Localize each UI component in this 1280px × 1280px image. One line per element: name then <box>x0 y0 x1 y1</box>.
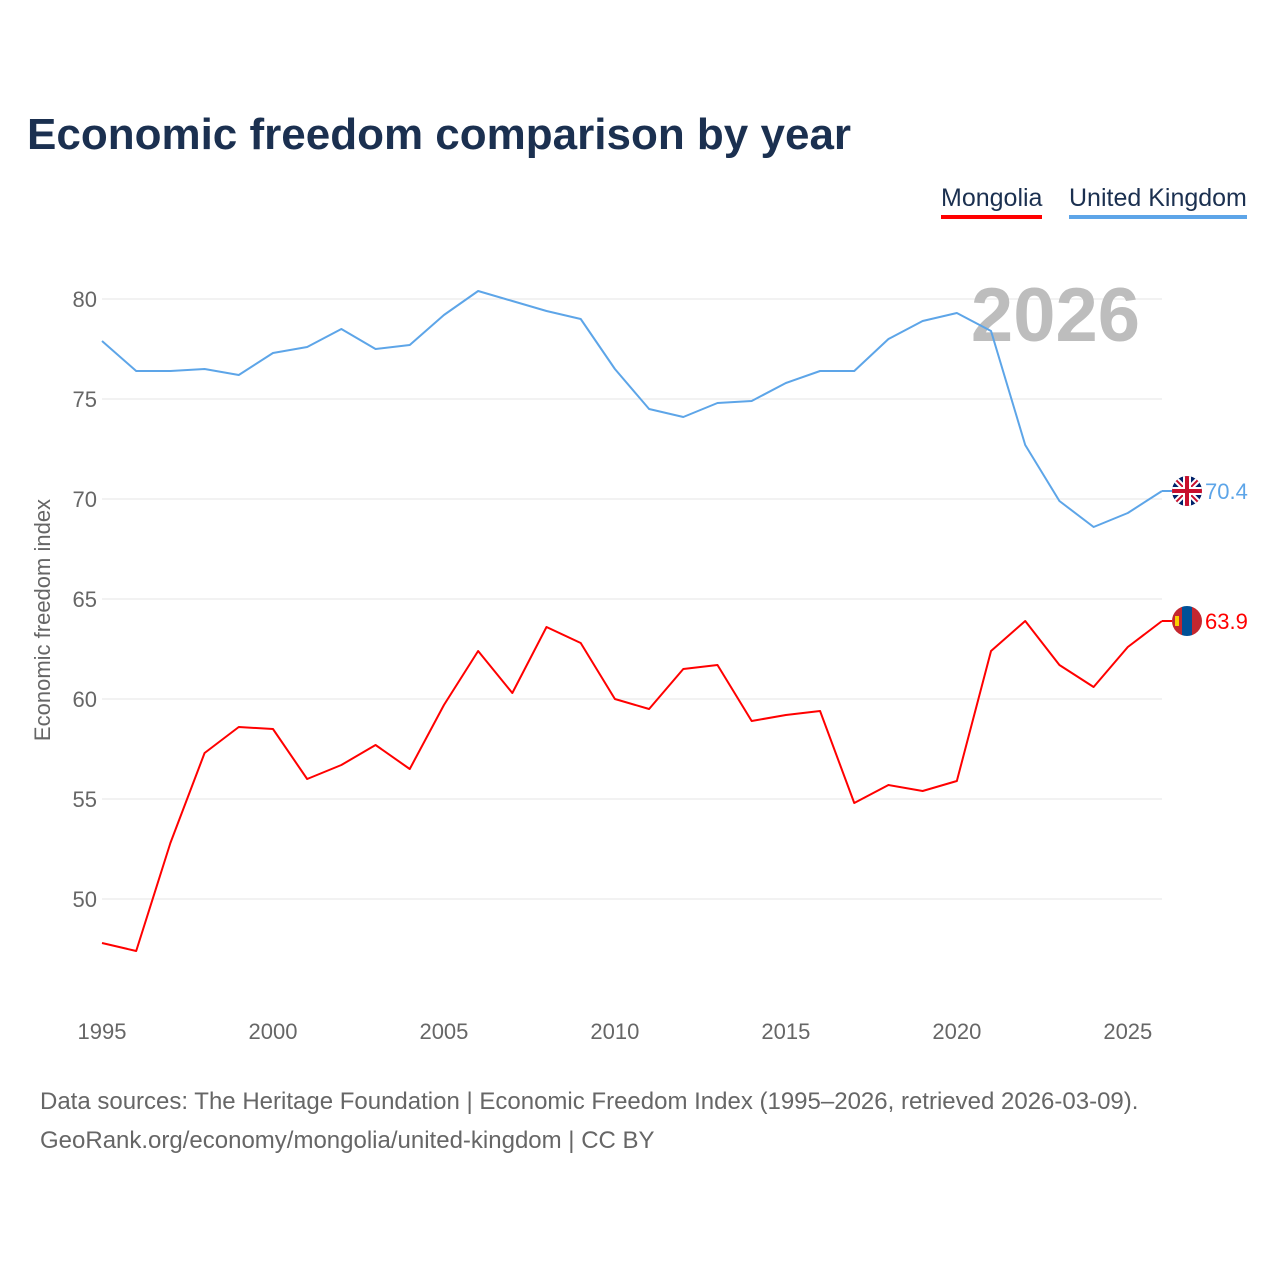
y-axis-label: Economic freedom index <box>30 499 55 741</box>
y-tick-label: 70 <box>73 487 97 512</box>
x-tick-label: 2010 <box>590 1019 639 1044</box>
x-tick-label: 2020 <box>932 1019 981 1044</box>
y-tick-label: 50 <box>73 887 97 912</box>
footer-sources: Data sources: The Heritage Foundation | … <box>40 1088 1139 1115</box>
y-tick-label: 80 <box>73 287 97 312</box>
x-tick-label: 2000 <box>248 1019 297 1044</box>
footer-credit: GeoRank.org/economy/mongolia/united-king… <box>40 1127 655 1154</box>
y-tick-label: 55 <box>73 787 97 812</box>
series-line-united-kingdom[interactable] <box>101 290 1163 528</box>
x-tick-label: 2015 <box>761 1019 810 1044</box>
series-line-mongolia[interactable] <box>101 620 1163 952</box>
uk-flag-icon <box>1172 476 1202 506</box>
end-value-label: 70.4 <box>1205 479 1248 504</box>
x-tick-label: 2025 <box>1103 1019 1152 1044</box>
mongolia-flag-icon <box>1172 606 1202 636</box>
chart-title: Economic freedom comparison by year <box>27 110 852 159</box>
y-tick-label: 65 <box>73 587 97 612</box>
legend-united-kingdom[interactable]: United Kingdom <box>1069 184 1247 219</box>
x-tick-label: 1995 <box>78 1019 127 1044</box>
y-tick-label: 60 <box>73 687 97 712</box>
legend-mongolia[interactable]: Mongolia <box>941 184 1043 219</box>
x-tick-label: 2005 <box>419 1019 468 1044</box>
y-tick-label: 75 <box>73 387 97 412</box>
year-watermark: 2026 <box>971 273 1140 358</box>
end-value-label: 63.9 <box>1205 609 1248 634</box>
